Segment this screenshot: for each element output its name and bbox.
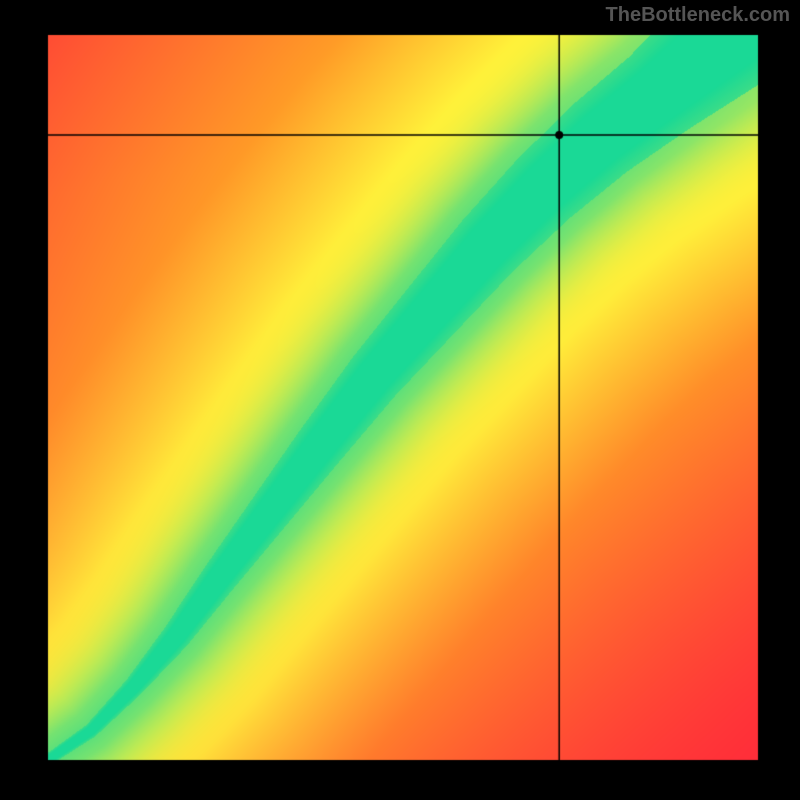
watermark: TheBottleneck.com bbox=[606, 4, 790, 27]
heatmap-canvas bbox=[0, 0, 800, 800]
